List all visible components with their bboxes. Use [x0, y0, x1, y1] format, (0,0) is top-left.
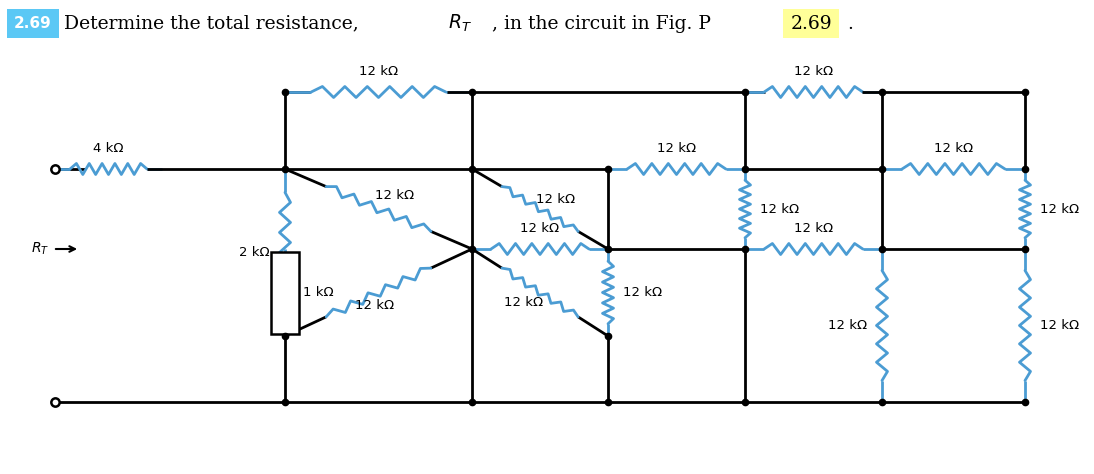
Text: 12 kΩ: 12 kΩ	[760, 202, 799, 216]
Text: 12 kΩ: 12 kΩ	[375, 189, 414, 202]
Text: 12 kΩ: 12 kΩ	[656, 142, 696, 155]
Text: 12 kΩ: 12 kΩ	[934, 142, 973, 155]
FancyBboxPatch shape	[7, 9, 59, 38]
Text: $R_T$: $R_T$	[449, 13, 472, 34]
Text: 2 kΩ: 2 kΩ	[240, 246, 270, 259]
Text: 12 kΩ: 12 kΩ	[356, 300, 394, 312]
Text: Determine the total resistance,: Determine the total resistance,	[65, 15, 364, 33]
Text: .: .	[847, 15, 853, 33]
Text: 12 kΩ: 12 kΩ	[828, 319, 868, 332]
Text: , in the circuit in Fig. P: , in the circuit in Fig. P	[492, 15, 711, 33]
Text: 12 kΩ: 12 kΩ	[794, 222, 833, 235]
Text: 12 kΩ: 12 kΩ	[794, 65, 833, 78]
Text: 12 kΩ: 12 kΩ	[536, 193, 575, 206]
FancyBboxPatch shape	[783, 9, 839, 38]
Text: 2.69: 2.69	[14, 16, 51, 31]
Text: $R_T$: $R_T$	[31, 241, 49, 257]
Bar	[271, 252, 299, 334]
Text: 12 kΩ: 12 kΩ	[1040, 319, 1079, 332]
Text: 12 kΩ: 12 kΩ	[359, 65, 398, 78]
Text: 12 kΩ: 12 kΩ	[1040, 202, 1079, 216]
Text: 12 kΩ: 12 kΩ	[622, 286, 662, 299]
Text: 1 kΩ: 1 kΩ	[303, 286, 334, 299]
Text: 2.69: 2.69	[790, 15, 831, 33]
Text: 12 kΩ: 12 kΩ	[504, 296, 544, 309]
Text: 12 kΩ: 12 kΩ	[521, 222, 559, 235]
Text: 4 kΩ: 4 kΩ	[93, 142, 124, 155]
